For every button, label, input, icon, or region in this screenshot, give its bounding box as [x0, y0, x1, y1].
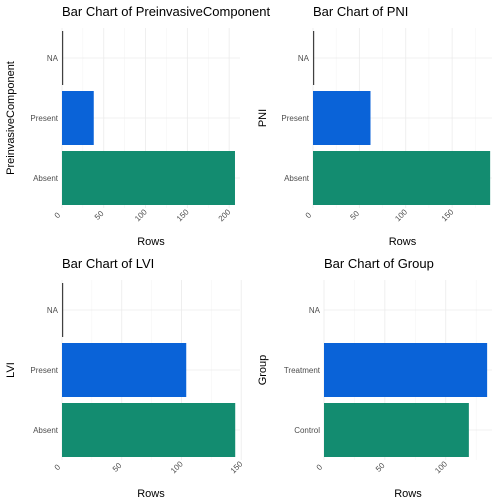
x-tick-label: 0 — [53, 210, 63, 220]
bar — [62, 343, 186, 397]
x-tick-label: 150 — [440, 207, 456, 223]
x-axis-title: Rows — [137, 488, 165, 500]
x-axis-title: Rows — [137, 236, 165, 248]
chart-panel: Absent Present NA 0 50 100 150 Bar Chart of LVI… — [5, 256, 245, 500]
y-tick-label: Absent — [33, 426, 59, 435]
chart-title: Bar Chart of LVI — [62, 256, 154, 271]
x-tick-label: 100 — [169, 459, 185, 475]
y-axis-title: LVI — [5, 362, 17, 378]
x-axis-title: Rows — [389, 236, 417, 248]
bar — [313, 91, 371, 145]
x-tick-label: 50 — [93, 209, 106, 222]
y-tick-label: NA — [47, 54, 59, 63]
x-tick-label: 50 — [348, 209, 361, 222]
chart-panel: Absent Present NA 0 50 100 150 200 Bar Chart of … — [5, 4, 270, 248]
y-tick-label: NA — [298, 54, 310, 63]
x-tick-label: 100 — [433, 459, 449, 475]
y-axis-title: Group — [257, 355, 269, 386]
x-tick-label: 0 — [315, 462, 325, 472]
bar — [313, 151, 490, 205]
bar — [62, 403, 235, 457]
y-tick-label: Present — [30, 114, 58, 123]
x-tick-label: 100 — [133, 207, 149, 223]
x-tick-label: 50 — [111, 461, 124, 474]
x-tick-label: 50 — [374, 461, 387, 474]
x-tick-label: 150 — [229, 459, 245, 475]
x-axis-title: Rows — [394, 488, 422, 500]
y-tick-label: Present — [281, 114, 309, 123]
y-axis-title: PNI — [257, 109, 269, 127]
bar — [62, 283, 63, 337]
chart-panel: Control Treatment NA 0 50 100 Bar Chart of Gro… — [257, 256, 492, 500]
y-tick-label: NA — [47, 306, 59, 315]
y-axis-title: PreinvasiveComponent — [5, 61, 17, 175]
y-tick-label: Absent — [284, 174, 310, 183]
x-tick-label: 150 — [175, 207, 191, 223]
bar — [313, 31, 314, 85]
chart-panel: Absent Present NA 0 50 100 150 Bar Chart of PNI… — [257, 4, 492, 248]
y-tick-label: NA — [309, 306, 321, 315]
y-tick-label: Treatment — [284, 366, 321, 375]
x-tick-label: 100 — [393, 207, 409, 223]
bar — [62, 31, 63, 85]
bar — [324, 343, 487, 397]
bar — [324, 403, 469, 457]
y-tick-label: Control — [294, 426, 320, 435]
chart-title: Bar Chart of Group — [324, 256, 434, 271]
y-tick-label: Absent — [33, 174, 59, 183]
x-tick-label: 0 — [53, 462, 63, 472]
chart-title: Bar Chart of PreinvasiveComponent — [62, 4, 270, 19]
chart-title: Bar Chart of PNI — [313, 4, 408, 19]
x-tick-label: 200 — [217, 207, 233, 223]
x-tick-label: 0 — [304, 210, 314, 220]
y-tick-label: Present — [30, 366, 58, 375]
bar — [62, 91, 94, 145]
bar — [62, 151, 235, 205]
